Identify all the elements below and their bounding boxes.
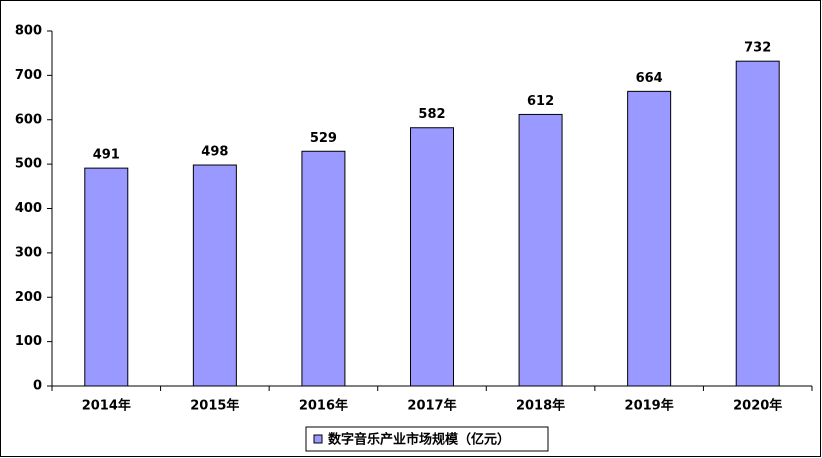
legend-label: 数字音乐产业市场规模（亿元） xyxy=(328,432,510,448)
data-label: 491 xyxy=(93,148,120,163)
x-tick-label: 2017年 xyxy=(407,398,456,414)
y-tick-label: 600 xyxy=(15,112,42,127)
bar xyxy=(627,90,672,387)
x-tick-label: 2016年 xyxy=(299,398,348,414)
y-tick-label: 700 xyxy=(15,68,42,83)
y-tick-label: 400 xyxy=(15,201,42,216)
legend-box xyxy=(305,426,549,452)
legend-swatch xyxy=(313,434,323,444)
x-tick-label: 2020年 xyxy=(733,398,782,414)
data-label: 732 xyxy=(744,41,771,56)
bar xyxy=(84,167,129,387)
x-tick-label: 2018年 xyxy=(516,398,565,414)
bar xyxy=(518,113,563,387)
y-tick-label: 100 xyxy=(15,334,42,349)
bar xyxy=(192,164,237,387)
bar xyxy=(301,150,346,387)
y-tick-label: 500 xyxy=(15,157,42,172)
bar xyxy=(735,60,780,387)
x-tick-label: 2019年 xyxy=(625,398,674,414)
y-tick-label: 800 xyxy=(15,24,42,39)
data-label: 498 xyxy=(201,145,228,160)
data-label: 529 xyxy=(310,131,337,146)
bar xyxy=(410,127,454,387)
data-label: 664 xyxy=(636,71,663,86)
y-tick-label: 300 xyxy=(15,245,42,260)
y-tick-label: 0 xyxy=(33,379,42,394)
data-label: 612 xyxy=(527,94,554,109)
x-tick-label: 2015年 xyxy=(190,398,239,414)
y-tick-label: 200 xyxy=(15,290,42,305)
data-label: 582 xyxy=(418,107,445,122)
x-tick-label: 2014年 xyxy=(82,398,131,414)
